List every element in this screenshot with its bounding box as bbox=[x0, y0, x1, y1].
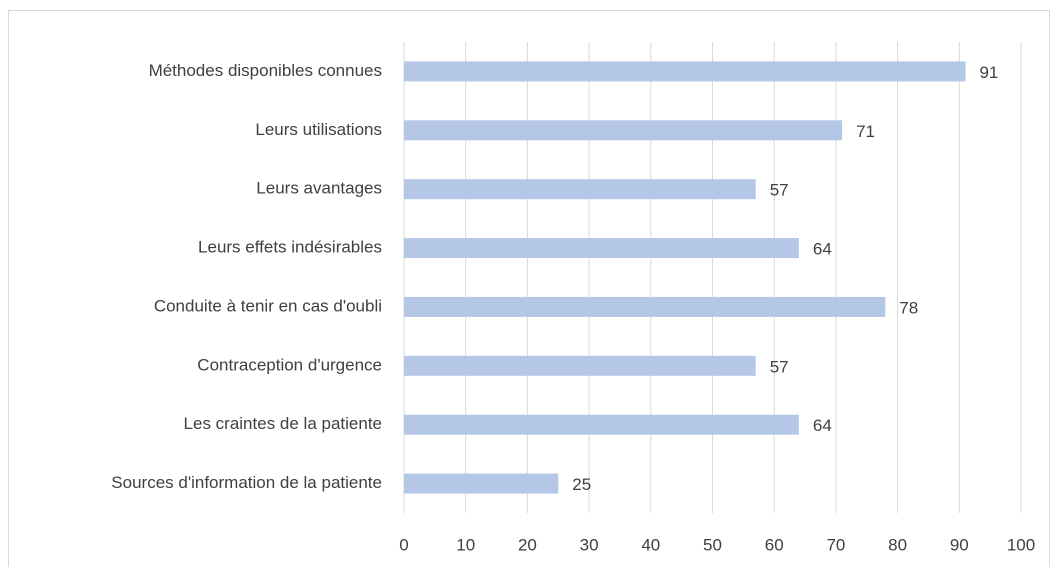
data-label: 57 bbox=[770, 181, 789, 200]
x-tick-label: 0 bbox=[399, 535, 408, 554]
y-tick-label: Conduite à tenir en cas d'oubli bbox=[154, 296, 382, 315]
data-label: 78 bbox=[899, 298, 918, 317]
x-tick-label: 70 bbox=[826, 535, 845, 554]
x-tick-label: 30 bbox=[580, 535, 599, 554]
bar bbox=[404, 238, 799, 259]
bar bbox=[404, 179, 756, 200]
data-label: 64 bbox=[813, 416, 832, 435]
y-tick-label: Les craintes de la patiente bbox=[184, 414, 382, 433]
y-tick-label: Contraception d'urgence bbox=[197, 355, 382, 374]
bar bbox=[404, 61, 966, 82]
x-tick-label: 10 bbox=[456, 535, 475, 554]
data-label: 57 bbox=[770, 357, 789, 376]
x-tick-label: 100 bbox=[1007, 535, 1035, 554]
x-tick-label: 40 bbox=[641, 535, 660, 554]
y-tick-label: Méthodes disponibles connues bbox=[149, 61, 382, 80]
bar bbox=[404, 473, 559, 494]
y-tick-label: Leurs avantages bbox=[256, 179, 382, 198]
data-label: 64 bbox=[813, 240, 832, 259]
x-tick-label: 80 bbox=[888, 535, 907, 554]
data-label: 91 bbox=[979, 63, 998, 82]
bar bbox=[404, 296, 886, 317]
x-tick-label: 50 bbox=[703, 535, 722, 554]
data-label: 71 bbox=[856, 122, 875, 141]
data-label: 25 bbox=[572, 475, 591, 494]
bar bbox=[404, 355, 756, 376]
bar bbox=[404, 414, 799, 435]
y-tick-label: Leurs effets indésirables bbox=[198, 238, 382, 257]
x-tick-label: 20 bbox=[518, 535, 537, 554]
x-tick-label: 60 bbox=[765, 535, 784, 554]
bar bbox=[404, 120, 843, 141]
x-tick-label: 90 bbox=[950, 535, 969, 554]
y-tick-label: Leurs utilisations bbox=[255, 120, 382, 139]
y-tick-label: Sources d'information de la patiente bbox=[111, 473, 382, 492]
